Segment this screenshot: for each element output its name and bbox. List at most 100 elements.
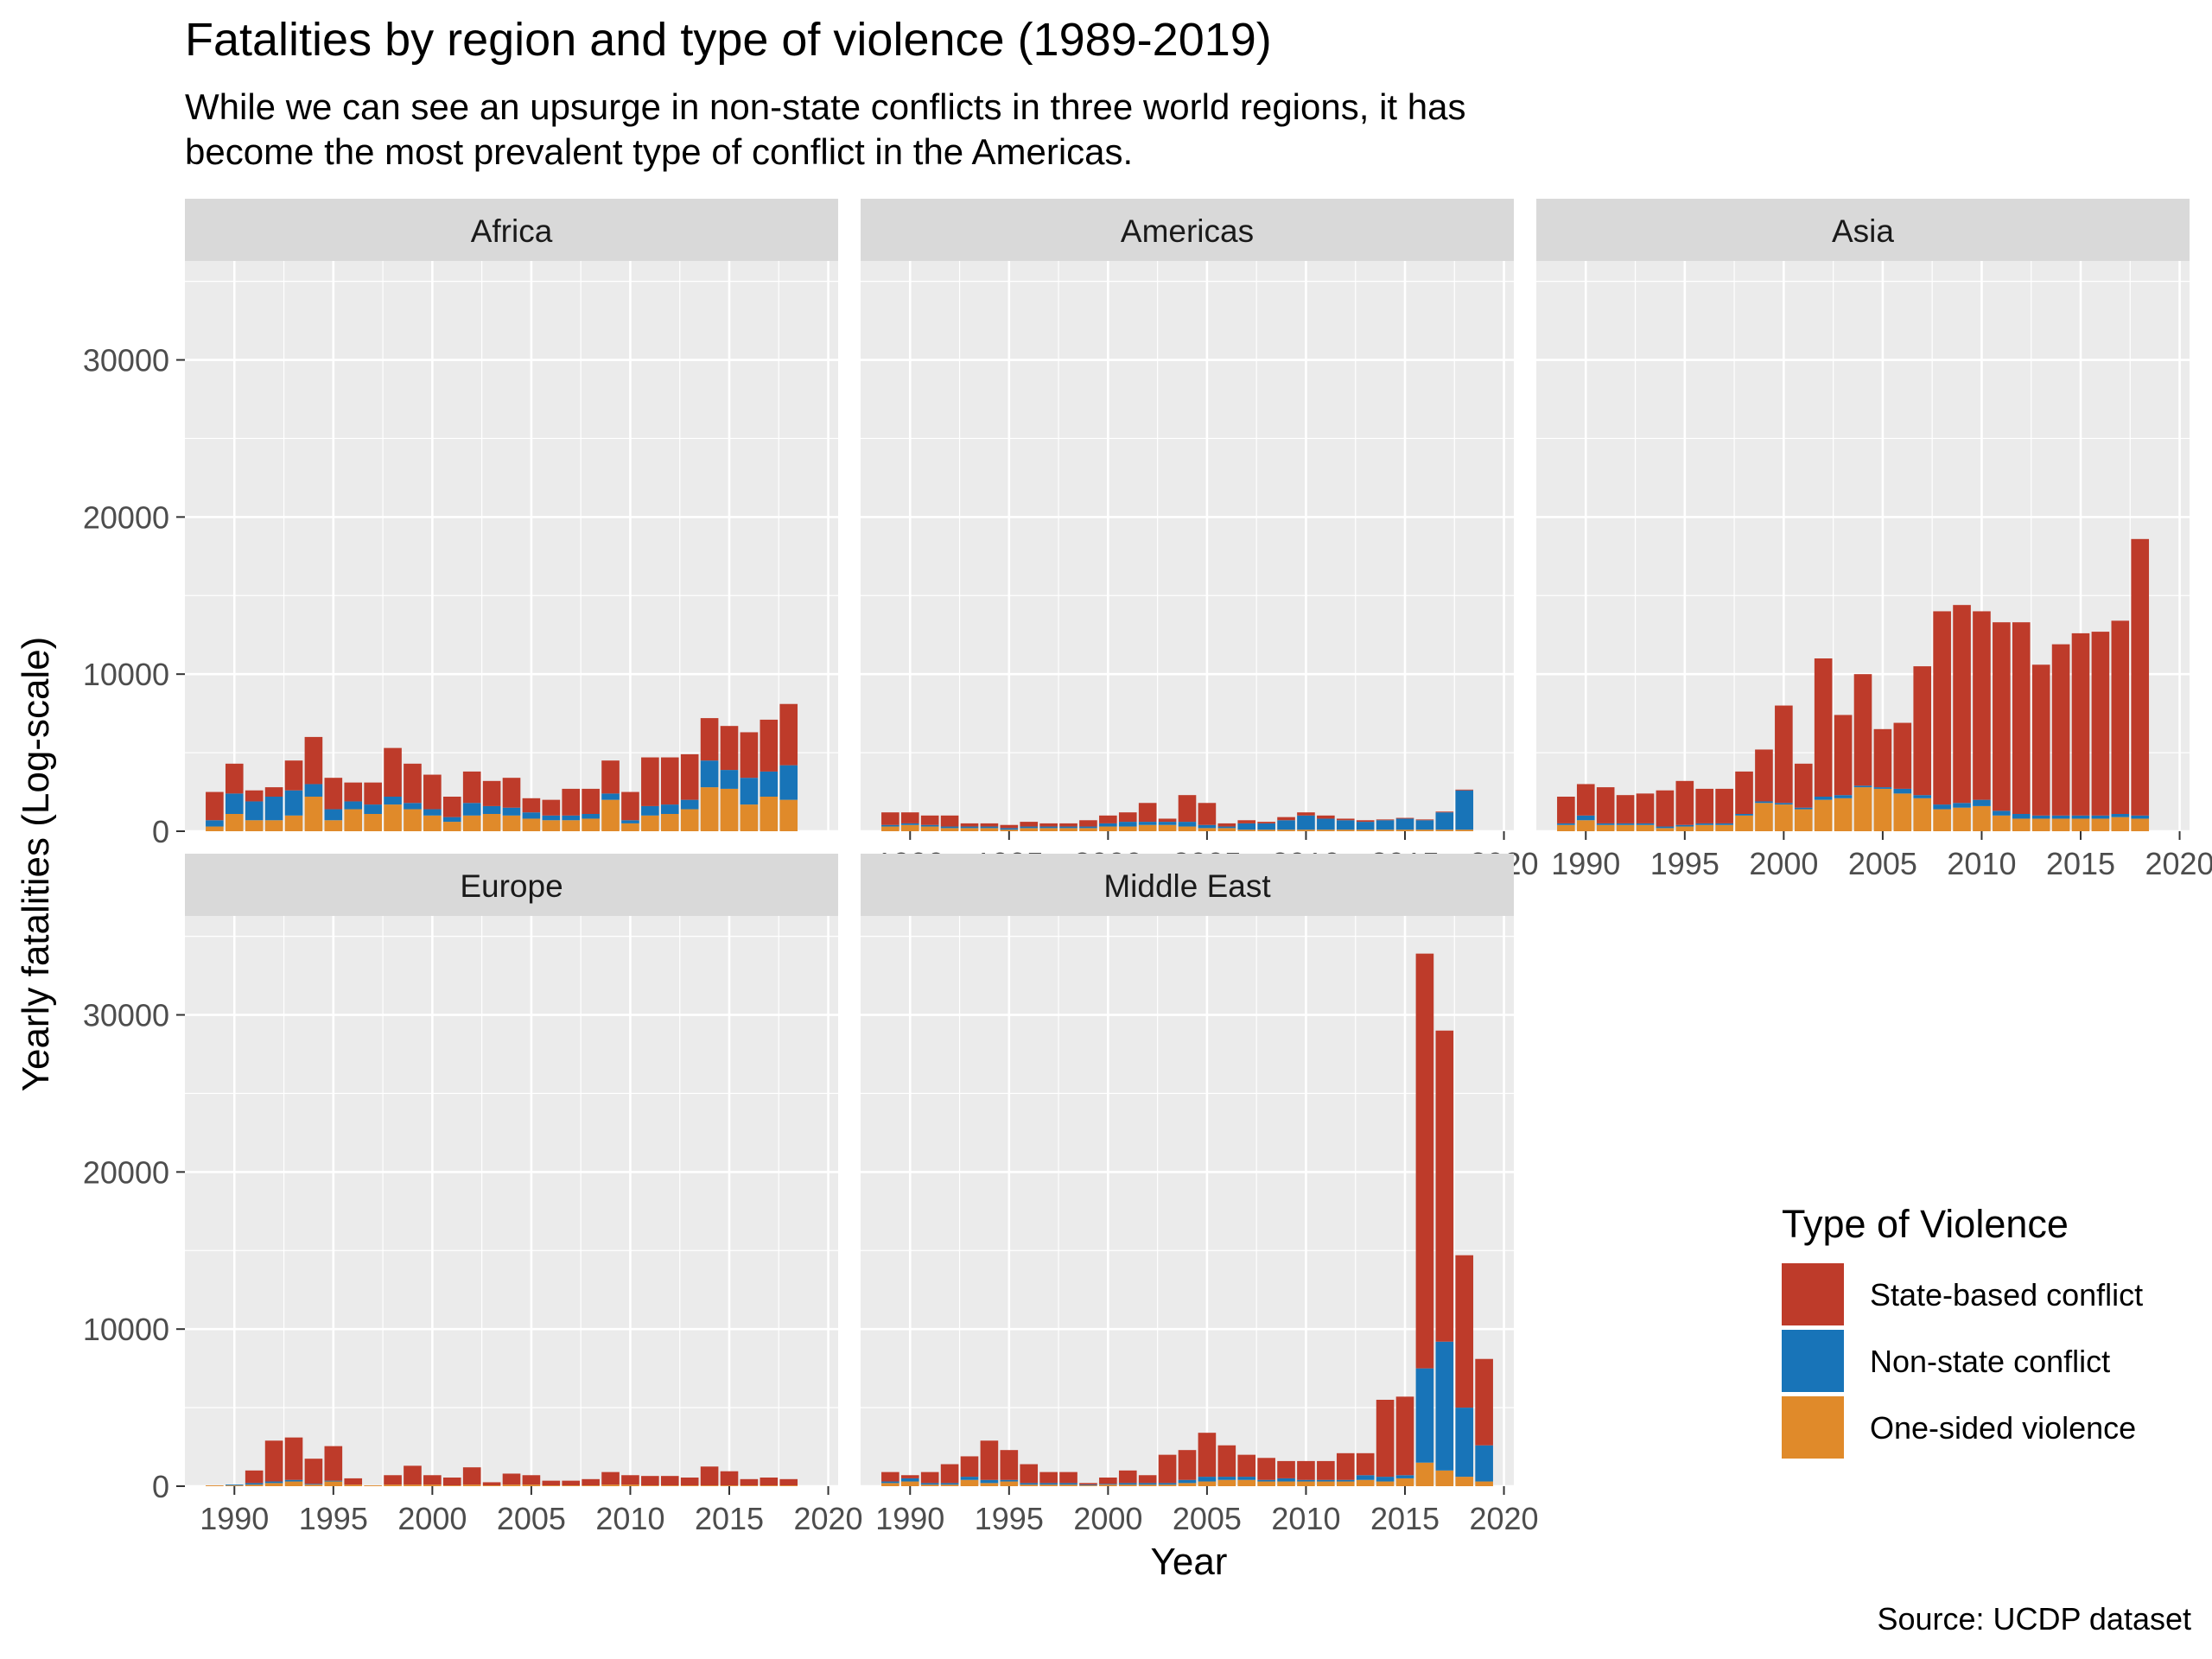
bar-europe-2006-state-based-conflict <box>542 1480 561 1486</box>
bar-africa-1993-non-state-conflict <box>284 790 303 816</box>
bar-asia-2010-state-based-conflict <box>1973 611 1991 800</box>
bar-europe-1993-non-state-conflict <box>284 1479 303 1482</box>
y-tick-label: 30000 <box>83 998 169 1033</box>
x-tick-label: 2015 <box>1370 1501 1440 1536</box>
bar-asia-1990-non-state-conflict <box>1576 815 1595 821</box>
facet-strip <box>185 199 838 261</box>
bar-europe-1994-state-based-conflict <box>304 1459 323 1484</box>
bar-europe-2010-state-based-conflict <box>621 1475 639 1485</box>
bar-europe-2010-one-sided-violence <box>621 1484 639 1486</box>
legend: Type of Violence State-based conflict Non… <box>1782 1202 2143 1459</box>
bar-asia-2009-state-based-conflict <box>1953 605 1971 804</box>
bar-middle-east-2016-one-sided-violence <box>1415 1462 1434 1486</box>
bar-middle-east-2011-non-state-conflict <box>1317 1479 1335 1482</box>
bar-americas-2018-state-based-conflict <box>1455 789 1474 791</box>
bar-americas-1999-one-sided-violence <box>1079 828 1097 831</box>
bar-middle-east-1990-non-state-conflict <box>900 1478 919 1482</box>
bar-middle-east-2008-state-based-conflict <box>1257 1458 1275 1480</box>
bar-middle-east-2006-one-sided-violence <box>1217 1479 1236 1486</box>
bar-asia-2007-state-based-conflict <box>1913 666 1932 796</box>
bar-africa-1993-state-based-conflict <box>284 760 303 791</box>
facet-middle-east: Middle East 1990 1995 2000 2005 2010 2015 2020 <box>861 854 1539 1536</box>
bar-africa-1995-state-based-conflict <box>324 778 343 810</box>
bar-americas-1990-one-sided-violence <box>900 824 919 831</box>
bar-europe-2013-one-sided-violence <box>680 1485 699 1486</box>
bar-africa-1992-state-based-conflict <box>264 787 283 797</box>
bar-europe-2009-state-based-conflict <box>601 1471 620 1485</box>
bar-africa-2002-state-based-conflict <box>462 771 481 804</box>
bar-asia-1997-non-state-conflict <box>1715 823 1733 825</box>
bar-asia-2004-one-sided-violence <box>1853 787 1872 831</box>
bar-asia-2007-non-state-conflict <box>1913 795 1932 798</box>
bar-middle-east-2014-state-based-conflict <box>1376 1400 1395 1478</box>
bar-americas-2013-one-sided-violence <box>1356 830 1375 831</box>
bar-europe-1991-non-state-conflict <box>245 1483 264 1485</box>
bar-asia-2011-non-state-conflict <box>1993 810 2011 816</box>
bar-asia-1999-state-based-conflict <box>1755 749 1773 802</box>
x-tick-label: 1995 <box>1650 846 1719 881</box>
bar-africa-2007-non-state-conflict <box>562 815 581 821</box>
bar-asia-2014-non-state-conflict <box>2051 815 2070 819</box>
facet-asia: Asia 1990 1995 2000 2005 2010 2015 2020 <box>1536 199 2212 881</box>
bar-europe-1995-non-state-conflict <box>324 1480 343 1482</box>
y-tick-label: 30000 <box>83 343 169 378</box>
bar-africa-1995-non-state-conflict <box>324 809 343 821</box>
facet-africa: Africa 0 10000 20000 30000 <box>83 199 838 849</box>
bar-europe-1992-one-sided-violence <box>264 1483 283 1486</box>
bar-africa-2006-one-sided-violence <box>542 820 561 831</box>
bar-americas-2009-state-based-conflict <box>1277 817 1295 821</box>
bar-middle-east-2004-state-based-conflict <box>1178 1450 1197 1480</box>
bar-americas-2016-state-based-conflict <box>1415 819 1434 821</box>
bar-middle-east-2015-state-based-conflict <box>1395 1396 1414 1476</box>
bar-middle-east-2005-state-based-conflict <box>1198 1433 1217 1478</box>
x-tick-label: 2000 <box>1073 1501 1142 1536</box>
bar-americas-2008-state-based-conflict <box>1257 822 1275 823</box>
bar-americas-2006-one-sided-violence <box>1217 828 1236 831</box>
bar-americas-2012-one-sided-violence <box>1336 830 1355 831</box>
bar-middle-east-2001-non-state-conflict <box>1118 1483 1137 1485</box>
bar-americas-2010-one-sided-violence <box>1297 830 1315 831</box>
bar-middle-east-2018-one-sided-violence <box>1455 1477 1474 1486</box>
facet-strip <box>861 854 1514 916</box>
bar-americas-1998-one-sided-violence <box>1059 828 1077 831</box>
legend-key-state-based-conflict <box>1782 1263 1844 1325</box>
bar-americas-2011-state-based-conflict <box>1317 815 1335 819</box>
bar-middle-east-2015-one-sided-violence <box>1395 1478 1414 1486</box>
bar-africa-1989-one-sided-violence <box>206 826 224 831</box>
facet-strip <box>861 199 1514 261</box>
bar-americas-2007-state-based-conflict <box>1237 820 1256 823</box>
bar-americas-1991-state-based-conflict <box>920 815 939 825</box>
facet-label: Middle East <box>1103 868 1271 904</box>
bar-europe-2016-state-based-conflict <box>740 1478 759 1486</box>
bar-americas-2001-non-state-conflict <box>1118 822 1137 827</box>
caption: Source: UCDP dataset <box>1877 1601 2191 1637</box>
facet-americas: Americas1990199520002005201020152020 <box>861 199 1539 881</box>
bar-europe-2001-state-based-conflict <box>442 1478 461 1486</box>
bar-africa-1998-non-state-conflict <box>384 797 402 805</box>
bar-europe-1993-state-based-conflict <box>284 1437 303 1480</box>
bar-asia-1994-one-sided-violence <box>1656 828 1675 831</box>
bar-africa-2003-state-based-conflict <box>482 780 501 806</box>
bar-middle-east-1998-non-state-conflict <box>1059 1483 1077 1485</box>
bar-asia-2005-non-state-conflict <box>1873 787 1892 789</box>
legend-label-state-based-conflict: State-based conflict <box>1870 1277 2143 1313</box>
bar-middle-east-1997-one-sided-violence <box>1039 1484 1058 1486</box>
bar-americas-1995-non-state-conflict <box>1000 828 1019 830</box>
bar-middle-east-1997-non-state-conflict <box>1039 1483 1058 1485</box>
x-tick-label: 2000 <box>1749 846 1818 881</box>
bar-asia-2016-state-based-conflict <box>2091 632 2110 816</box>
bar-europe-1992-non-state-conflict <box>264 1481 283 1484</box>
bar-americas-2002-non-state-conflict <box>1138 822 1157 825</box>
bar-middle-east-2005-non-state-conflict <box>1198 1477 1217 1482</box>
bar-africa-2012-non-state-conflict <box>660 804 679 814</box>
bar-europe-2001-one-sided-violence <box>442 1485 461 1486</box>
panel-background <box>185 916 838 1486</box>
bar-africa-2014-non-state-conflict <box>700 760 719 788</box>
bar-americas-2000-one-sided-violence <box>1099 826 1117 831</box>
bar-asia-1998-one-sided-violence <box>1735 815 1753 831</box>
bar-asia-2015-state-based-conflict <box>2071 632 2090 816</box>
bar-americas-2009-non-state-conflict <box>1277 820 1295 830</box>
bar-asia-2006-one-sided-violence <box>1893 793 1912 831</box>
bar-middle-east-1996-non-state-conflict <box>1020 1483 1039 1485</box>
bar-middle-east-1999-state-based-conflict <box>1079 1483 1097 1485</box>
